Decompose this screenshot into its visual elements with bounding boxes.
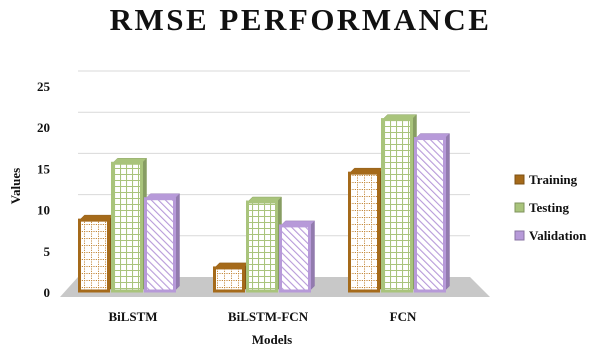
bar-validation-bilstm [144,193,181,293]
x-axis-title: Models [252,332,292,347]
legend-swatch [514,174,525,185]
y-tick-label: 20 [37,120,50,135]
bar-training-fcn [348,167,385,293]
x-tick-label: BiLSTM [108,309,157,324]
legend-item-training: Training [514,172,578,187]
legend-label: Training [529,172,578,187]
bar-testing-fcn [381,114,418,293]
legend-label: Testing [529,200,569,215]
y-tick-label: 25 [37,79,51,94]
legend-item-testing: Testing [514,200,569,215]
x-tick-label: BiLSTM-FCN [228,309,309,324]
x-tick-label: FCN [390,309,417,324]
legend-swatch [514,230,525,241]
y-tick-label: 5 [44,244,51,259]
bar-validation-fcn [414,132,451,293]
y-tick-label: 0 [44,285,51,300]
bar-training-bilstm [78,214,115,293]
chart-title: RMSE PERFORMANCE [109,2,492,37]
bar-front [381,118,413,293]
legend-item-validation: Validation [514,228,587,243]
legend-swatch [514,202,525,213]
bar-training-bilstm-fcn [213,262,250,293]
y-axis-title: Values [8,168,23,204]
bar-front [348,171,380,293]
bar-validation-bilstm-fcn [279,220,316,293]
bar-front [414,137,446,293]
bar-front [78,218,110,293]
bar-front [213,266,245,293]
y-tick-label: 15 [37,161,51,176]
y-tick-label: 10 [37,203,50,218]
bar-testing-bilstm [111,157,148,293]
bar-front [279,224,311,293]
bar-front [144,197,176,293]
legend-label: Validation [529,228,587,243]
bar-front [111,161,143,293]
bar-front [246,200,278,293]
bar-testing-bilstm-fcn [246,196,283,293]
